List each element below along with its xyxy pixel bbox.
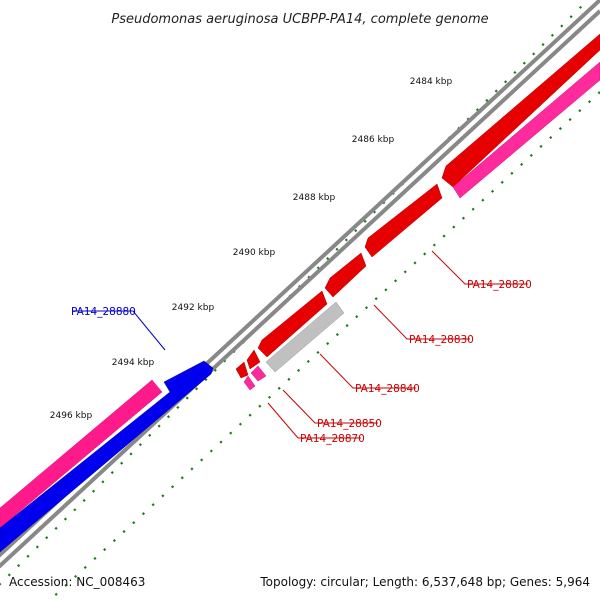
scale-tick-label: 2494 kbp	[112, 358, 155, 368]
gene-label-28840[interactable]: PA14_28840	[355, 383, 420, 395]
forward-cds-track	[235, 33, 600, 379]
scale-tick-label: 2486 kbp	[352, 135, 395, 145]
gene-labels: PA14_28820 PA14_28830 PA14_28840 PA14_28…	[71, 279, 532, 445]
gene-feature-28850-gene[interactable]	[250, 365, 267, 382]
scale-tick-label: 2488 kbp	[293, 193, 336, 203]
gene-label-leaders	[72, 250, 528, 439]
forward-gene-track	[243, 61, 600, 391]
gene-feature-28870-gene[interactable]	[243, 375, 256, 391]
gene-label-28880[interactable]: PA14_28880	[71, 306, 136, 318]
gene-feature-28860[interactable]	[235, 361, 249, 379]
gene-feature-28810[interactable]	[441, 33, 600, 188]
gene-feature-28880-gene[interactable]	[0, 379, 163, 529]
gene-label-28830[interactable]: PA14_28830	[409, 334, 474, 346]
scale-tick-label: 2490 kbp	[233, 248, 276, 258]
genome-summary-label: Topology: circular; Length: 6,537,648 bp…	[259, 575, 590, 589]
scale-tick-label: 2496 kbp	[50, 411, 93, 421]
gene-feature-28880[interactable]	[0, 360, 214, 553]
gene-feature-28835[interactable]	[257, 290, 328, 358]
scale-ticks: 2484 kbp 2486 kbp 2488 kbp 2490 kbp 2492…	[50, 77, 453, 421]
scale-tick-label: 2492 kbp	[172, 303, 215, 313]
genome-backbone-inner	[0, 9, 600, 569]
gene-label-28850[interactable]: PA14_28850	[317, 418, 382, 430]
genome-title: Pseudomonas aeruginosa UCBPP-PA14, compl…	[111, 12, 488, 27]
gene-feature-28820[interactable]	[364, 183, 443, 258]
gene-feature-28845[interactable]	[246, 349, 261, 370]
gene-label-28870[interactable]: PA14_28870	[300, 433, 365, 445]
gene-label-28820[interactable]: PA14_28820	[467, 279, 532, 291]
scale-tick-label: 2484 kbp	[410, 77, 453, 87]
gene-feature-28810-gene[interactable]	[452, 61, 600, 199]
gene-feature-28840[interactable]	[265, 301, 345, 373]
gene-feature-28830[interactable]	[324, 252, 367, 298]
accession-label: Accession: NC_008463	[9, 575, 145, 589]
inner-minor-tick-ring	[49, 91, 600, 600]
